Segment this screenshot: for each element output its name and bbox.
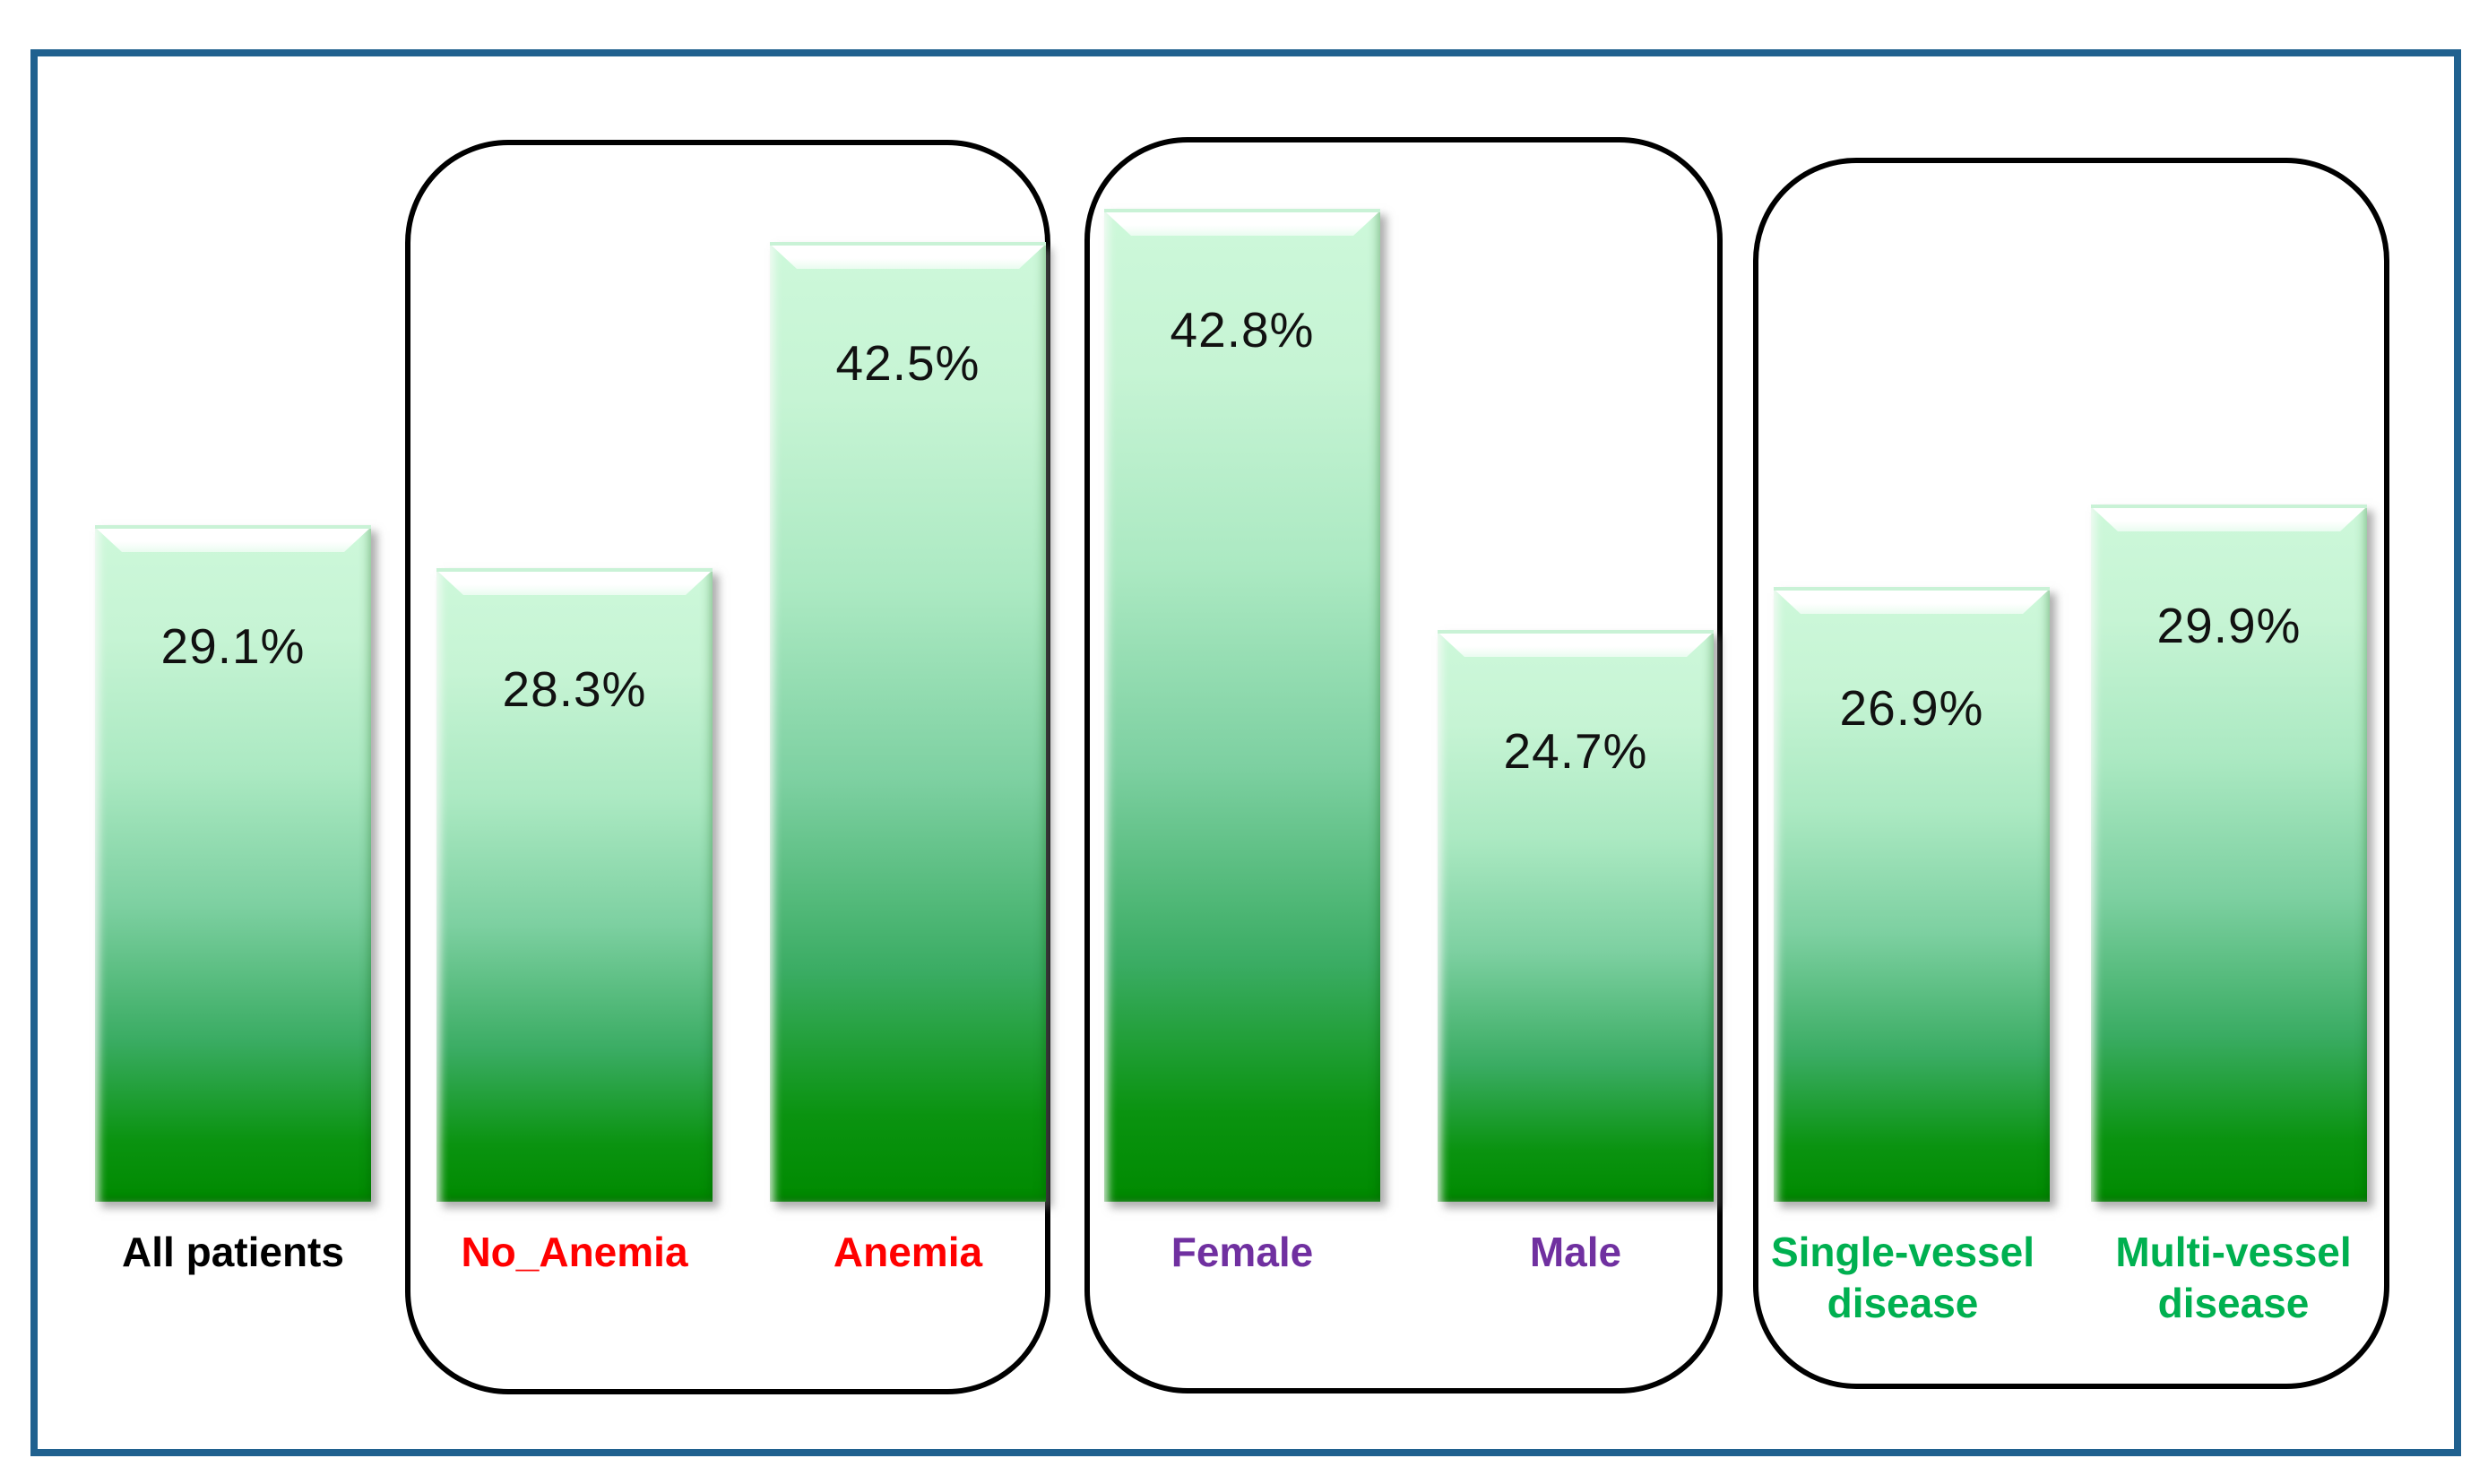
category-label-multi-vessel-disease: Multi-vessel disease <box>2115 1229 2352 1326</box>
bar-multi-vessel-disease: 29.9% <box>2091 505 2367 1202</box>
bar-value-label: 29.1% <box>160 618 306 674</box>
bar-all-patients: 29.1% <box>95 525 371 1202</box>
category-label-single-vessel-disease: Single-vessel disease <box>1770 1229 2035 1326</box>
bar-anemia: 42.5% <box>770 242 1046 1202</box>
bar-no-anemia: 28.3% <box>436 568 713 1202</box>
bar-value-label: 28.3% <box>502 661 647 717</box>
bar-single-vessel-disease: 26.9% <box>1774 587 2050 1202</box>
category-label-anemia: Anemia <box>833 1229 983 1275</box>
bar-value-label: 26.9% <box>1839 680 1984 736</box>
bar-value-label: 29.9% <box>2156 598 2302 653</box>
category-label-male: Male <box>1529 1229 1622 1275</box>
category-label-female: Female <box>1171 1229 1314 1275</box>
group-outline-anemia <box>405 140 1050 1394</box>
bar-value-label: 42.8% <box>1170 302 1315 358</box>
bar-female: 42.8% <box>1104 209 1380 1202</box>
bar-male: 24.7% <box>1438 630 1714 1202</box>
group-outline-vessel <box>1753 158 2389 1389</box>
bar-value-label: 24.7% <box>1503 723 1648 779</box>
category-label-no-anemia: No_Anemia <box>461 1229 688 1275</box>
category-label-all-patients: All patients <box>122 1229 344 1275</box>
bar-value-label: 42.5% <box>835 335 981 391</box>
group-outline-sex <box>1084 137 1723 1393</box>
